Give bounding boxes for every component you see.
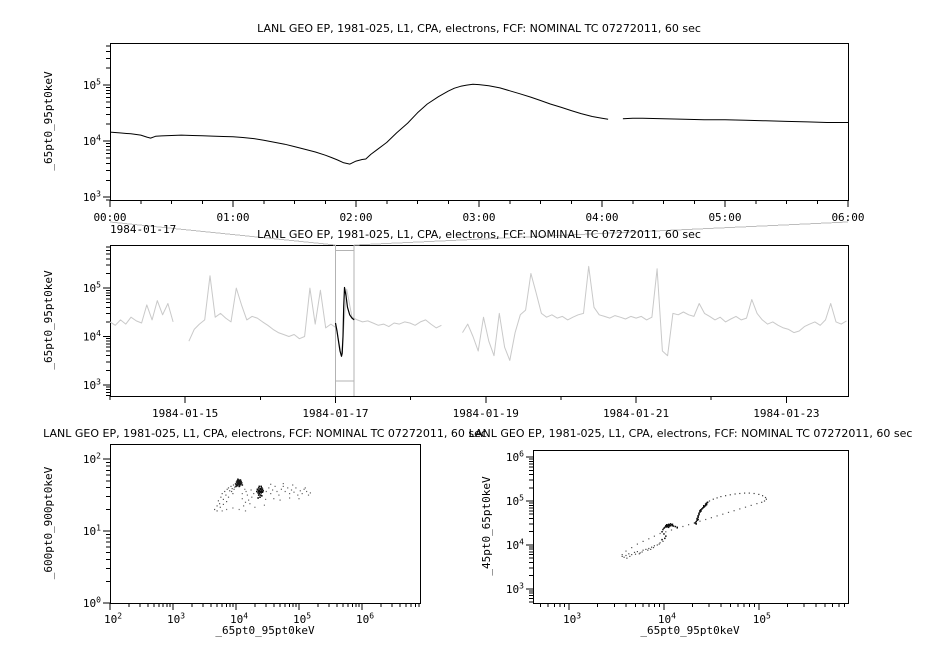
tick-label: 06:00 (831, 211, 864, 224)
plot-area-top[interactable] (110, 43, 848, 200)
tick-label: 05:00 (708, 211, 741, 224)
tick-label: 1984-01-21 (603, 407, 669, 420)
y-axis-label-scatter-right: _45pt0_65pt0keV (480, 476, 493, 576)
series-dense-cluster-2 (256, 485, 264, 499)
plot-frame (110, 245, 849, 397)
plot-area-scatter-right[interactable] (533, 450, 848, 603)
y-axis-label-context: _65pt0_95pt0keV (42, 270, 55, 370)
tick-label: 02:00 (339, 211, 372, 224)
series-right-spread (265, 483, 311, 501)
zoom-selection-box[interactable] (334, 245, 355, 396)
panel-scatter-right: 103 104 105 106 103 104 105 (506, 450, 849, 626)
tick-label: 04:00 (585, 211, 618, 224)
series-electron-flux-65-95keV (109, 83, 848, 165)
series-lower-tail (621, 540, 664, 559)
tick-label: 105 (83, 78, 101, 93)
tick-label: 104 (658, 612, 676, 627)
tick-label: 102 (104, 612, 122, 627)
tick-label: 100 (83, 596, 101, 611)
plot-area-context[interactable] (110, 245, 848, 396)
series-between-clusters (241, 489, 255, 507)
tick-label: 102 (83, 452, 101, 467)
series-return-branch (621, 503, 758, 556)
panel-top: 103 104 105 00:00 01:00 02:00 03:00 04:00 05:00 0… (83, 43, 865, 224)
plot-title-context: LANL GEO EP, 1981-025, L1, CPA, electron… (257, 228, 701, 241)
tick-label: 106 (506, 450, 524, 465)
tick-label: 103 (83, 190, 101, 205)
series-loop-top (708, 492, 767, 503)
tick-label: 106 (356, 612, 374, 627)
plot-title-top: LANL GEO EP, 1981-025, L1, CPA, electron… (257, 22, 701, 35)
y-axis-label-top: _65pt0_95pt0keV (42, 71, 55, 171)
tick-label: 103 (83, 377, 101, 392)
tick-label: 104 (83, 329, 101, 344)
tick-label: 104 (230, 612, 248, 627)
series-highlighted-interval (334, 286, 355, 357)
plot-title-scatter-left: LANL GEO EP, 1981-025, L1, CPA, electron… (43, 427, 487, 440)
tick-label: 03:00 (462, 211, 495, 224)
panel-context: 103 104 105 1984-01-15 1984-01-17 1984-01-19 1… (83, 245, 849, 420)
panel-scatter-left: 100 101 102 102 103 104 105 106 (83, 444, 421, 626)
tick-label: 103 (563, 612, 581, 627)
y-axis-label-scatter-left: _600pt0_900pt0keV (42, 466, 55, 580)
x-axis-label-scatter-right: _65pt0_95pt0keV (640, 624, 740, 637)
tick-label: 103 (167, 612, 185, 627)
tick-mark (354, 221, 849, 246)
tick-label: 103 (506, 581, 524, 596)
series-dense-s-segment (694, 501, 709, 525)
tick-label: 105 (506, 494, 524, 509)
series-context-flux-8days (109, 265, 847, 361)
plot-frame (533, 450, 849, 604)
series-knot-cluster (661, 523, 678, 541)
plot-area-scatter-left[interactable] (110, 444, 420, 603)
context-date-label: 1984-01-17 (110, 223, 177, 236)
tick-label: 105 (753, 612, 771, 627)
plot-frame (110, 444, 421, 604)
tick-label: 1984-01-15 (152, 407, 218, 420)
tick-label: 1984-01-17 (302, 407, 368, 420)
tick-label: 105 (83, 281, 101, 296)
series-arc-rise (214, 483, 236, 512)
series-dense-cluster-1 (235, 478, 244, 488)
tick-label: 1984-01-19 (453, 407, 519, 420)
tick-label: 101 (83, 524, 101, 539)
tick-label: 00:00 (93, 211, 126, 224)
tick-label: 105 (293, 612, 311, 627)
x-axis-label-scatter-left: _65pt0_95pt0keV (215, 624, 315, 637)
tick-label: 01:00 (216, 211, 249, 224)
tick-mark (109, 221, 336, 246)
tick-label: 1984-01-23 (753, 407, 819, 420)
plot-title-scatter-right: LANL GEO EP, 1981-025, L1, CPA, electron… (468, 427, 913, 440)
tick-label: 104 (83, 134, 101, 149)
tick-label: 104 (506, 537, 524, 552)
series-low-stragglers (221, 488, 267, 512)
